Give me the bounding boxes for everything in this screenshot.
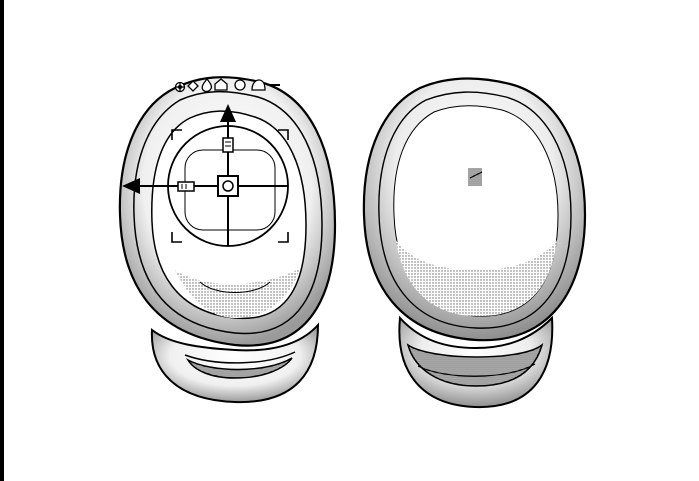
circle-icon (234, 79, 246, 91)
right-clip-slot (406, 343, 544, 387)
drop-icon (201, 77, 213, 93)
right-device (362, 77, 587, 409)
right-dome (393, 105, 559, 317)
top-icon-row (174, 77, 280, 93)
bell-icon (251, 79, 266, 91)
gear-icon (174, 81, 186, 93)
top-button[interactable] (222, 137, 234, 153)
diamond-icon (187, 80, 199, 92)
page-border (0, 0, 4, 481)
home-icon (214, 78, 228, 91)
left-clip-slot (185, 357, 293, 379)
center-mark (468, 168, 483, 186)
left-device (118, 76, 337, 404)
display-brackets (171, 129, 289, 243)
